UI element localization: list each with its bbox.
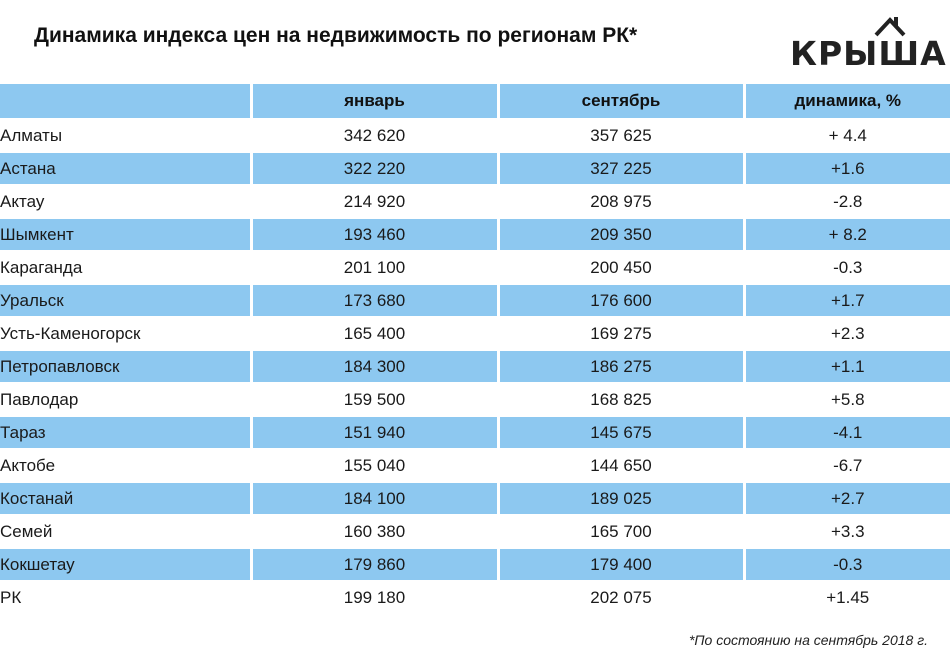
change-value-cell: +2.7	[742, 481, 950, 515]
september-value-cell: 200 450	[496, 250, 744, 284]
september-value-cell: 168 825	[496, 382, 744, 416]
house-roof-icon	[874, 17, 906, 37]
september-value-cell: 186 275	[496, 349, 744, 383]
table-row: Астана 322 220 327 225 +1.6	[0, 151, 950, 185]
september-value-cell: 176 600	[496, 283, 744, 317]
region-cell: РК	[0, 580, 251, 613]
region-cell: Уральск	[0, 283, 251, 317]
change-value-cell: +1.1	[742, 349, 950, 383]
column-header-january: январь	[249, 84, 498, 119]
table-row: Кокшетау 179 860 179 400 -0.3	[0, 547, 950, 581]
region-cell: Шымкент	[0, 217, 251, 251]
logo-text: КРЫША	[790, 34, 947, 73]
january-value-cell: 184 100	[249, 481, 498, 515]
september-value-cell: 165 700	[496, 514, 744, 548]
january-value-cell: 184 300	[249, 349, 498, 383]
september-value-cell: 189 025	[496, 481, 744, 515]
change-value-cell: +2.3	[742, 316, 950, 350]
column-header-region	[0, 84, 251, 119]
region-cell: Петропавловск	[0, 349, 251, 383]
september-value-cell: 169 275	[496, 316, 744, 350]
region-cell: Караганда	[0, 250, 251, 284]
region-cell: Павлодар	[0, 382, 251, 416]
table-row: РК 199 180 202 075 +1.45	[0, 580, 950, 613]
region-cell: Семей	[0, 514, 251, 548]
region-cell: Кокшетау	[0, 547, 251, 581]
january-value-cell: 214 920	[249, 184, 498, 218]
region-cell: Усть-Каменогорск	[0, 316, 251, 350]
region-cell: Астана	[0, 151, 251, 185]
january-value-cell: 160 380	[249, 514, 498, 548]
january-value-cell: 201 100	[249, 250, 498, 284]
change-value-cell: -6.7	[742, 448, 950, 482]
table-header-row: январь сентябрь динамика, %	[0, 84, 950, 119]
change-value-cell: +5.8	[742, 382, 950, 416]
change-value-cell: -0.3	[742, 250, 950, 284]
september-value-cell: 357 625	[496, 118, 744, 152]
table-row: Тараз 151 940 145 675 -4.1	[0, 415, 950, 449]
table-row: Алматы 342 620 357 625 + 4.4	[0, 118, 950, 152]
change-value-cell: +1.6	[742, 151, 950, 185]
column-header-change: динамика, %	[742, 84, 950, 119]
table-row: Костанай 184 100 189 025 +2.7	[0, 481, 950, 515]
september-value-cell: 208 975	[496, 184, 744, 218]
september-value-cell: 145 675	[496, 415, 744, 449]
september-value-cell: 209 350	[496, 217, 744, 251]
logo: КРЫША	[790, 14, 946, 73]
table-row: Петропавловск 184 300 186 275 +1.1	[0, 349, 950, 383]
january-value-cell: 199 180	[249, 580, 498, 613]
september-value-cell: 202 075	[496, 580, 744, 613]
change-value-cell: -2.8	[742, 184, 950, 218]
table-body: Алматы 342 620 357 625 + 4.4 Астана 322 220 32…	[0, 118, 950, 613]
change-value-cell: +1.45	[742, 580, 950, 613]
change-value-cell: + 4.4	[742, 118, 950, 152]
table-row: Актау 214 920 208 975 -2.8	[0, 184, 950, 218]
september-value-cell: 327 225	[496, 151, 744, 185]
january-value-cell: 179 860	[249, 547, 498, 581]
september-value-cell: 179 400	[496, 547, 744, 581]
column-header-september: сентябрь	[496, 84, 744, 119]
january-value-cell: 193 460	[249, 217, 498, 251]
table-row: Усть-Каменогорск 165 400 169 275 +2.3	[0, 316, 950, 350]
table-row: Павлодар 159 500 168 825 +5.8	[0, 382, 950, 416]
january-value-cell: 322 220	[249, 151, 498, 185]
table-row: Актобе 155 040 144 650 -6.7	[0, 448, 950, 482]
change-value-cell: +3.3	[742, 514, 950, 548]
january-value-cell: 151 940	[249, 415, 498, 449]
january-value-cell: 342 620	[249, 118, 498, 152]
table-row: Семей 160 380 165 700 +3.3	[0, 514, 950, 548]
january-value-cell: 159 500	[249, 382, 498, 416]
region-cell: Костанай	[0, 481, 251, 515]
table-row: Шымкент 193 460 209 350 + 8.2	[0, 217, 950, 251]
price-index-table: январь сентябрь динамика, % Алматы 342 62…	[0, 84, 950, 613]
footnote: *По состоянию на сентябрь 2018 г.	[688, 632, 928, 648]
january-value-cell: 165 400	[249, 316, 498, 350]
january-value-cell: 173 680	[249, 283, 498, 317]
region-cell: Актобе	[0, 448, 251, 482]
september-value-cell: 144 650	[496, 448, 744, 482]
region-cell: Алматы	[0, 118, 251, 152]
change-value-cell: -0.3	[742, 547, 950, 581]
page-title: Динамика индекса цен на недвижимость по …	[34, 24, 638, 47]
january-value-cell: 155 040	[249, 448, 498, 482]
region-cell: Актау	[0, 184, 251, 218]
table-row: Уральск 173 680 176 600 +1.7	[0, 283, 950, 317]
change-value-cell: +1.7	[742, 283, 950, 317]
table-row: Караганда 201 100 200 450 -0.3	[0, 250, 950, 284]
change-value-cell: -4.1	[742, 415, 950, 449]
change-value-cell: + 8.2	[742, 217, 950, 251]
region-cell: Тараз	[0, 415, 251, 449]
